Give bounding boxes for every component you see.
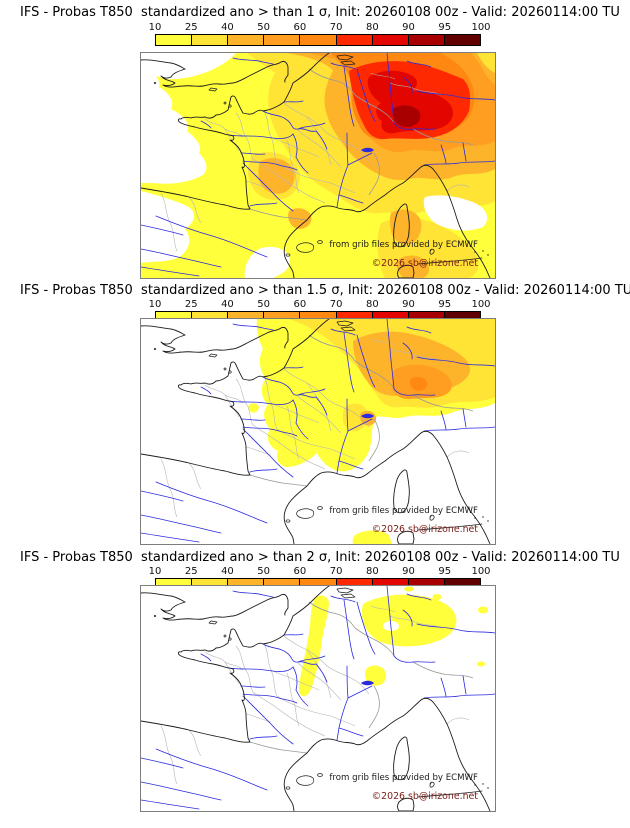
colorbar-tick: 50: [257, 566, 271, 577]
colorbar-segment: [408, 312, 445, 322]
credit-ecmwf: from grib files provided by ECMWF: [329, 506, 478, 516]
colorbar-segment: [156, 35, 193, 45]
colorbar-tick: 80: [365, 22, 379, 33]
colorbar-segment: [300, 579, 337, 589]
panel2-probability-fill: [141, 319, 495, 544]
colorbar-tick: 40: [221, 299, 234, 310]
colorbar-segment: [372, 579, 409, 589]
colorbar-segment: [156, 312, 193, 322]
colorbar-tick: 25: [184, 299, 198, 310]
colorbar-segment: [336, 579, 373, 589]
colorbar-tick: 50: [257, 299, 271, 310]
colorbar-tick: 40: [221, 566, 234, 577]
panel3-probability-fill: [141, 586, 495, 811]
colorbar-segment: [408, 579, 445, 589]
colorbar-tick: 25: [184, 566, 198, 577]
colorbar-tick: 90: [402, 299, 415, 310]
colorbar-segment: [444, 312, 480, 322]
panel2-title: IFS - Probas T850 standardized ano > tha…: [20, 283, 630, 298]
panel1-colorbar: 10 25 40 50 60 70 80 90 95 100: [149, 22, 491, 46]
colorbar-tick: 70: [329, 22, 343, 33]
colorbar-tick: 100: [471, 22, 491, 33]
panel1-map: from grib files provided by ECMWF ©2026 …: [140, 52, 496, 279]
panel3-map: from grib files provided by ECMWF ©2026 …: [140, 585, 496, 812]
panel1-title: IFS - Probas T850 standardized ano > tha…: [20, 5, 620, 20]
colorbar-segment: [156, 579, 193, 589]
colorbar-segment: [264, 579, 301, 589]
colorbar-segment: [372, 312, 409, 322]
panel3-title: IFS - Probas T850 standardized ano > tha…: [20, 550, 620, 565]
credit-ecmwf: from grib files provided by ECMWF: [329, 240, 478, 250]
colorbar-segment: [444, 579, 480, 589]
colorbar-bar: [155, 34, 481, 46]
colorbar-segment: [336, 312, 373, 322]
credit-ecmwf: from grib files provided by ECMWF: [329, 773, 478, 783]
panel2-map: from grib files provided by ECMWF ©2026 …: [140, 318, 496, 545]
colorbar-tick: 100: [471, 299, 491, 310]
colorbar-ticks: 10 25 40 50 60 70 80 90 95 100: [149, 22, 491, 34]
colorbar-tick: 90: [402, 22, 415, 33]
colorbar-ticks: 10 25 40 50 60 70 80 90 95 100: [149, 566, 491, 578]
colorbar-segment: [372, 35, 409, 45]
colorbar-tick: 60: [293, 566, 307, 577]
colorbar-segment: [228, 312, 265, 322]
colorbar-tick: 95: [438, 22, 452, 33]
colorbar-segment: [264, 312, 301, 322]
colorbar-segment: [228, 579, 265, 589]
colorbar-tick: 70: [329, 566, 343, 577]
colorbar-tick: 95: [438, 299, 452, 310]
colorbar-segment: [192, 312, 229, 322]
colorbar-tick: 95: [438, 566, 452, 577]
colorbar-tick: 60: [293, 299, 307, 310]
colorbar-segment: [336, 35, 373, 45]
colorbar-tick: 100: [471, 566, 491, 577]
colorbar-tick: 10: [148, 566, 162, 577]
colorbar-segment: [444, 35, 480, 45]
colorbar-segment: [192, 35, 229, 45]
colorbar-segment: [192, 579, 229, 589]
colorbar-segment: [300, 35, 337, 45]
colorbar-tick: 25: [184, 22, 198, 33]
colorbar-tick: 70: [329, 299, 343, 310]
colorbar-segment: [228, 35, 265, 45]
colorbar-tick: 60: [293, 22, 307, 33]
colorbar-segment: [300, 312, 337, 322]
credit-irizone: ©2026 sb@irizone.net: [372, 524, 479, 535]
colorbar-tick: 10: [148, 299, 162, 310]
colorbar-ticks: 10 25 40 50 60 70 80 90 95 100: [149, 299, 491, 311]
colorbar-tick: 10: [148, 22, 162, 33]
credit-irizone: ©2026 sb@irizone.net: [372, 258, 479, 269]
colorbar-tick: 90: [402, 566, 415, 577]
colorbar-tick: 80: [365, 299, 379, 310]
colorbar-tick: 80: [365, 566, 379, 577]
credit-irizone: ©2026 sb@irizone.net: [372, 791, 479, 802]
colorbar-tick: 50: [257, 22, 271, 33]
colorbar-tick: 40: [221, 22, 234, 33]
colorbar-segment: [264, 35, 301, 45]
colorbar-segment: [408, 35, 445, 45]
